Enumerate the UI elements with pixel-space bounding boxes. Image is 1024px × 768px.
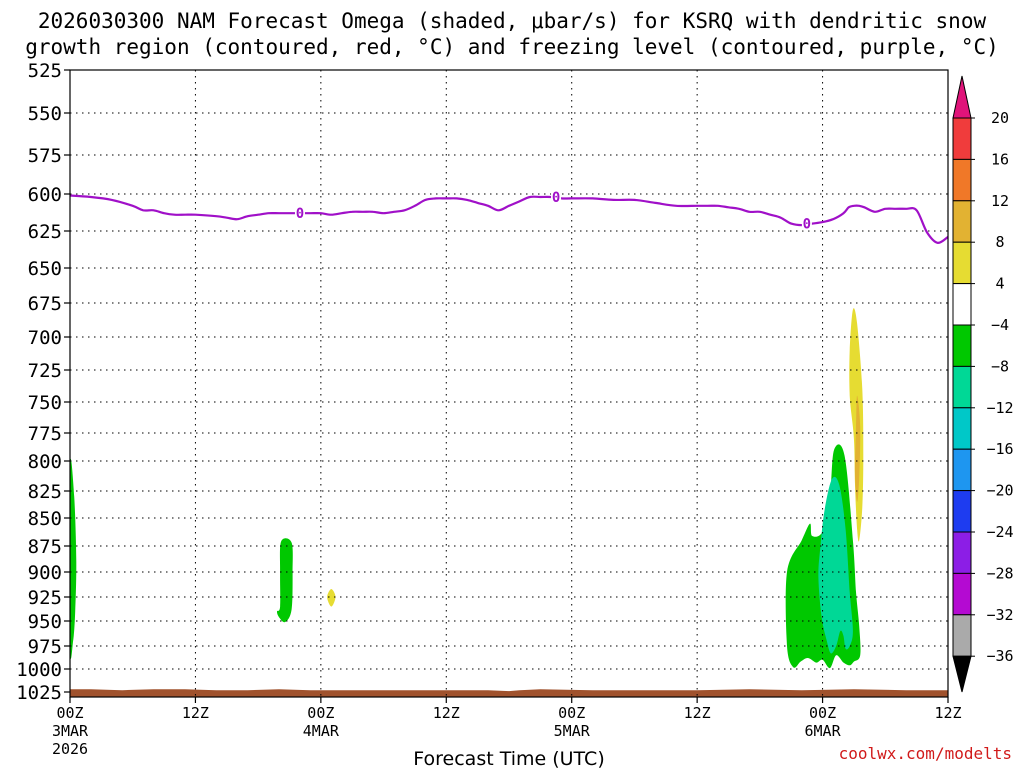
x-tick-label: 00Z xyxy=(558,704,585,722)
chart-title-line-1: 2026030300 NAM Forecast Omega (shaded, μ… xyxy=(37,9,987,33)
colorbar-swatch xyxy=(952,572,972,616)
x-axis-label: Forecast Time (UTC) xyxy=(413,748,604,768)
colorbar-label: −28 xyxy=(986,564,1013,582)
freezing-level-line xyxy=(69,194,949,244)
colorbar-swatch xyxy=(952,158,972,202)
surface-terrain-fill xyxy=(70,689,948,697)
x-tick-year: 2026 xyxy=(52,740,88,758)
freezing-level-label: 0 xyxy=(803,217,811,233)
colorbar-top-arrow xyxy=(952,75,972,119)
freezing-level-label-bg xyxy=(801,216,812,231)
x-tick-label: 12Z xyxy=(433,704,460,722)
omega-region-ascent-4mar xyxy=(276,538,293,623)
omega-region-descent-core-6mar xyxy=(854,395,861,502)
colorbar-label: −16 xyxy=(986,440,1013,458)
freezing-level-contour: 0 0 0 xyxy=(69,189,949,244)
freezing-level-label-bg xyxy=(551,189,562,204)
gridlines xyxy=(70,70,948,697)
colorbar-label: 12 xyxy=(991,192,1009,210)
x-tick-date: 6MAR xyxy=(805,722,842,740)
x-tick-date: 5MAR xyxy=(554,722,591,740)
colorbar-label: 16 xyxy=(991,150,1009,168)
y-tick-label: 675 xyxy=(28,293,62,315)
y-tick-label: 575 xyxy=(28,145,62,167)
colorbar-bottom-arrow xyxy=(952,655,972,693)
colorbar-swatch xyxy=(952,241,972,285)
y-tick-label: 750 xyxy=(28,392,62,414)
y-tick-label: 925 xyxy=(28,587,62,609)
colorbar-legend: 20 16 12 8 4 −4 −8 −12 −16 −20 −24 −28 −32 −36 xyxy=(952,75,1014,693)
colorbar-label: −20 xyxy=(986,482,1013,500)
colorbar-swatch xyxy=(952,200,972,243)
colorbar-label: −12 xyxy=(986,399,1013,417)
colorbar-swatch xyxy=(952,365,972,409)
y-tick-label: 825 xyxy=(28,481,62,503)
y-tick-label: 1000 xyxy=(16,659,62,681)
chart-title-line-2: growth region (contoured, red, °C) and f… xyxy=(25,35,999,59)
x-tick-label: 00Z xyxy=(56,704,83,722)
plot-frame xyxy=(69,69,949,698)
colorbar-label: 20 xyxy=(991,109,1009,127)
y-tick-label: 650 xyxy=(28,258,62,280)
y-tick-label: 900 xyxy=(28,562,62,584)
colorbar-label: 4 xyxy=(995,275,1004,293)
omega-region-ascent-start-3mar xyxy=(69,458,77,659)
freezing-level-label-bg xyxy=(294,206,305,221)
y-tick-label: 600 xyxy=(28,184,62,206)
colorbar-label: −24 xyxy=(986,523,1013,541)
x-tick-label: 12Z xyxy=(684,704,711,722)
colorbar-label: 8 xyxy=(995,233,1004,251)
y-tick-label: 725 xyxy=(28,360,62,382)
colorbar-swatch xyxy=(952,531,972,574)
x-tick-label: 00Z xyxy=(307,704,334,722)
colorbar-swatch xyxy=(952,490,972,533)
colorbar-swatch xyxy=(952,324,972,367)
y-tick-label: 850 xyxy=(28,508,62,530)
y-tick-label: 700 xyxy=(28,327,62,349)
omega-shading xyxy=(69,308,864,669)
colorbar-swatch xyxy=(952,614,972,657)
colorbar-label: −32 xyxy=(986,606,1013,624)
freezing-level-label: 0 xyxy=(296,206,304,222)
x-tick-label: 00Z xyxy=(809,704,836,722)
freezing-level-label: 0 xyxy=(552,190,560,206)
y-tick-label: 625 xyxy=(28,221,62,243)
colorbar-swatch xyxy=(952,283,972,326)
y-tick-label: 550 xyxy=(28,103,62,125)
y-tick-label: 775 xyxy=(28,423,62,445)
surface-strip xyxy=(70,689,948,697)
x-tick-date: 3MAR xyxy=(52,722,89,740)
colorbar-swatch xyxy=(952,448,972,492)
omega-region-ascent-strong-6mar xyxy=(818,476,853,654)
x-tick-label: 12Z xyxy=(182,704,209,722)
y-tick-label: 950 xyxy=(28,611,62,633)
colorbar-swatch xyxy=(952,407,972,450)
omega-region-descent-small-4mar xyxy=(327,589,336,607)
y-tick-label: 800 xyxy=(28,451,62,473)
y-tick-label: 875 xyxy=(28,536,62,558)
y-tick-label: 525 xyxy=(28,60,62,82)
x-tick-label: 12Z xyxy=(934,704,961,722)
colorbar-swatch xyxy=(952,117,972,160)
x-tick-date: 4MAR xyxy=(303,722,340,740)
colorbar-label: −36 xyxy=(986,647,1013,665)
y-tick-label: 1025 xyxy=(16,682,62,704)
credit-text[interactable]: coolwx.com/modelts xyxy=(838,744,1012,763)
colorbar-label: −8 xyxy=(991,357,1009,375)
y-tick-label: 975 xyxy=(28,636,62,658)
y-axis: 525 550 575 600 625 650 675 700 725 750 775 800 825 8… xyxy=(16,60,70,704)
colorbar-label: −4 xyxy=(991,316,1009,334)
